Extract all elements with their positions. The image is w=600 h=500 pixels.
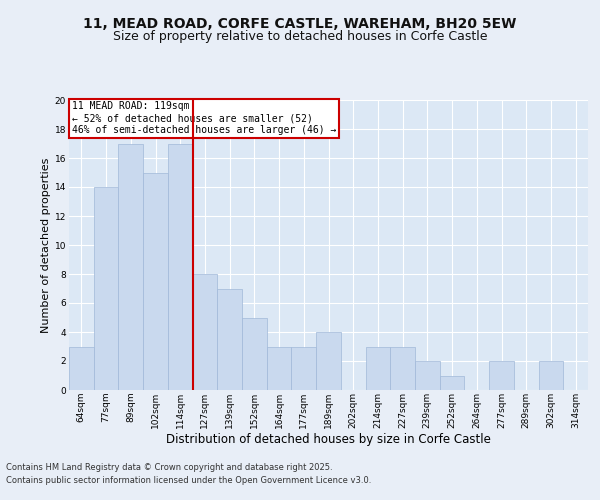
- Bar: [365, 346, 390, 390]
- Bar: [292, 346, 316, 390]
- Bar: [94, 187, 118, 390]
- Text: 11 MEAD ROAD: 119sqm
← 52% of detached houses are smaller (52)
46% of semi-detac: 11 MEAD ROAD: 119sqm ← 52% of detached h…: [71, 102, 336, 134]
- Bar: [440, 376, 464, 390]
- Bar: [168, 144, 193, 390]
- Bar: [193, 274, 217, 390]
- Bar: [539, 361, 563, 390]
- Bar: [143, 172, 168, 390]
- Text: Contains public sector information licensed under the Open Government Licence v3: Contains public sector information licen…: [6, 476, 371, 485]
- X-axis label: Distribution of detached houses by size in Corfe Castle: Distribution of detached houses by size …: [166, 434, 491, 446]
- Bar: [415, 361, 440, 390]
- Y-axis label: Number of detached properties: Number of detached properties: [41, 158, 50, 332]
- Text: Contains HM Land Registry data © Crown copyright and database right 2025.: Contains HM Land Registry data © Crown c…: [6, 464, 332, 472]
- Text: 11, MEAD ROAD, CORFE CASTLE, WAREHAM, BH20 5EW: 11, MEAD ROAD, CORFE CASTLE, WAREHAM, BH…: [83, 18, 517, 32]
- Bar: [217, 288, 242, 390]
- Bar: [390, 346, 415, 390]
- Bar: [242, 318, 267, 390]
- Bar: [118, 144, 143, 390]
- Text: Size of property relative to detached houses in Corfe Castle: Size of property relative to detached ho…: [113, 30, 487, 43]
- Bar: [489, 361, 514, 390]
- Bar: [267, 346, 292, 390]
- Bar: [316, 332, 341, 390]
- Bar: [69, 346, 94, 390]
